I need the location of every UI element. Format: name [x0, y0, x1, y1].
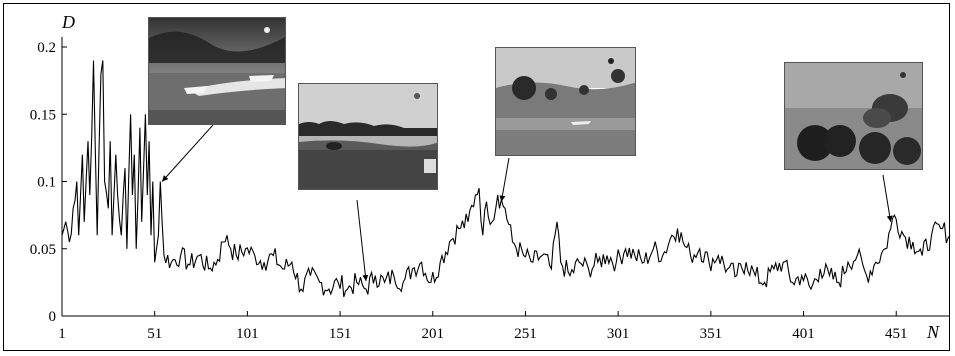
x-tick-label: 101	[236, 326, 259, 342]
inset-photo-river	[298, 83, 438, 190]
y-tick-label: 0.05	[30, 242, 56, 258]
series-line	[61, 60, 951, 298]
x-tick-label: 401	[792, 326, 815, 342]
x-tick-label: 201	[422, 326, 445, 342]
x-tick-label: 351	[700, 326, 723, 342]
chart-ticks: 1 51 101 151 201 251 301 351 401 45100.050.10.150…	[30, 40, 908, 342]
chart-frame	[3, 3, 950, 351]
inset-photo-lake	[495, 47, 636, 156]
inset-photo-explosion	[784, 62, 923, 170]
x-tick-label: 1	[58, 326, 66, 342]
inset-photo-boats	[148, 17, 286, 125]
x-axis-label: N	[927, 322, 940, 342]
x-tick-label: 301	[607, 326, 630, 342]
chart-axes	[61, 37, 950, 317]
y-axis-label: D	[62, 12, 75, 32]
x-tick-label: 251	[514, 326, 537, 342]
y-tick-label: 0.15	[30, 107, 56, 123]
x-tick-label: 451	[885, 326, 908, 342]
x-tick-label: 151	[329, 326, 352, 342]
chart-series	[61, 60, 951, 298]
y-tick-label: 0	[49, 309, 57, 325]
x-tick-label: 51	[147, 326, 162, 342]
y-tick-label: 0.2	[37, 40, 56, 56]
y-tick-label: 0.1	[37, 175, 56, 191]
